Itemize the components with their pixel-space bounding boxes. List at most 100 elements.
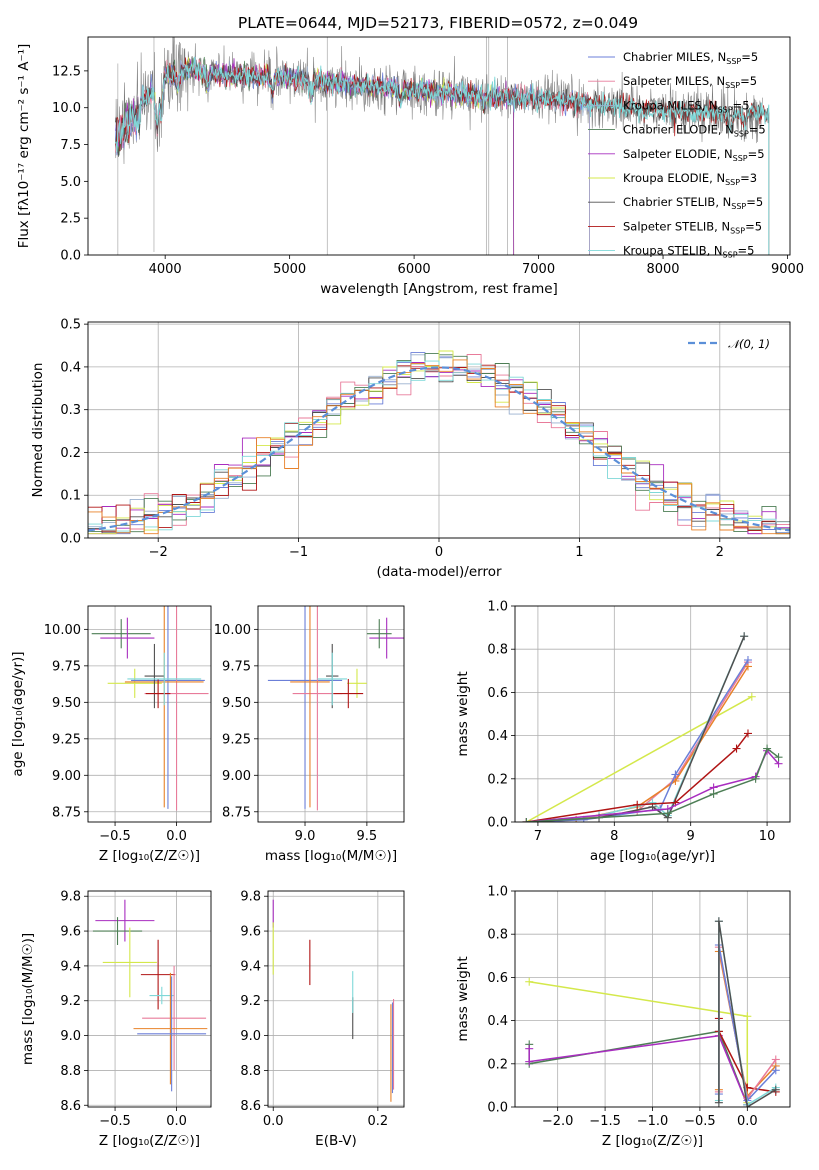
y-tick-label: 1.0 <box>487 885 508 900</box>
x-tick-label: 0.0 <box>166 1114 187 1129</box>
chart-age_vs_mass: 9.0 9.5 8.75 9.00 9.25 9.50 9.75 10.00 mass [log… <box>214 605 405 864</box>
y-tick-label: 12.5 <box>52 64 81 79</box>
chart-weight_vs_age: 7 8 9 10 0.0 0.2 0.4 0.6 0.8 1.0 age [log₁₀(age/yr… <box>455 600 791 864</box>
plot-area <box>267 606 404 811</box>
y-tick-label: 8.75 <box>52 805 81 820</box>
grid <box>515 605 790 823</box>
grid <box>268 891 404 1107</box>
legend-sub: SSP <box>730 226 745 235</box>
legend-eq: = <box>748 147 758 161</box>
legend-nssp: 5 <box>742 98 749 112</box>
y-axis-label: age [log₁₀(age/yr)] <box>10 651 26 776</box>
y-axis-label: Normed distribution <box>30 363 46 498</box>
plot-area <box>92 899 208 1092</box>
y-tick-label: 10.0 <box>52 101 81 116</box>
weight-series-line <box>528 1034 748 1106</box>
legend-eq: = <box>745 219 755 233</box>
x-tick-label: −1.5 <box>589 1114 621 1129</box>
y-tick-label: 9.25 <box>52 732 81 747</box>
y-tick-label: 9.2 <box>240 994 261 1009</box>
x-tick-label: 4000 <box>149 262 182 277</box>
axes-frame <box>267 890 405 1108</box>
y-tick-label: 10.00 <box>44 623 81 638</box>
x-tick-label: 6000 <box>398 262 431 277</box>
y-tick-label: 0.6 <box>487 971 508 986</box>
chart-mass_vs_EBV: 0.0 0.2 8.6 8.8 9.0 9.2 9.4 9.6 9.8 E(B-V) <box>240 890 405 1149</box>
x-axis-label: mass [log₁₀(M/M☉)] <box>265 848 397 864</box>
weight-series-line <box>526 659 749 822</box>
legend-nssp: 5 <box>755 219 762 233</box>
y-axis-label: Flux [fλ10⁻¹⁷ erg cm⁻² s⁻¹ A⁻¹] <box>16 44 32 249</box>
axes-frame <box>87 605 212 823</box>
legend-eq: = <box>749 123 759 137</box>
plot-area <box>88 350 790 535</box>
legend-nssp: 3 <box>750 171 757 185</box>
weight-series-line <box>526 747 779 822</box>
x-tick-label: 10 <box>759 829 776 844</box>
x-tick-label: −2.0 <box>542 1114 574 1129</box>
legend-sep: , N <box>709 171 725 185</box>
x-tick-label: 7 <box>534 829 542 844</box>
model-spectrum-line <box>115 61 770 255</box>
weight-series-line <box>526 749 780 822</box>
legend-entry: Kroupa MILES, NSSP=5 <box>623 98 750 114</box>
y-tick-label: 8.6 <box>60 1099 81 1114</box>
legend-name: Chabrier ELODIE <box>623 123 718 137</box>
legend-sub: SSP <box>725 178 740 187</box>
legend: 𝒩(0, 1) <box>688 337 770 351</box>
x-tick-label: 0 <box>435 545 443 560</box>
y-tick-label: 0.8 <box>487 643 508 658</box>
legend-nssp: 5 <box>757 147 764 161</box>
legend-eq: = <box>738 244 748 258</box>
legend-eq: = <box>740 74 750 88</box>
legend-sep: , N <box>715 195 731 209</box>
y-tick-label: 0.0 <box>487 1101 508 1116</box>
legend-eq: = <box>741 50 751 64</box>
x-tick-label: 0.0 <box>737 1114 758 1129</box>
legend-name: Kroupa MILES <box>623 98 702 112</box>
x-axis-label: Z [log₁₀(Z/Z☉)] <box>99 848 200 864</box>
x-tick-label: 9 <box>687 829 695 844</box>
legend-name: Salpeter MILES <box>623 74 709 88</box>
y-tick-label: 9.00 <box>222 769 251 784</box>
y-tick-label: 0.4 <box>487 1014 508 1029</box>
y-tick-label: 0.2 <box>60 446 81 461</box>
plot-area <box>525 917 780 1107</box>
y-tick-label: 9.75 <box>52 659 81 674</box>
x-axis-label: E(B-V) <box>315 1133 357 1149</box>
x-axis-label: age [log₁₀(age/yr)] <box>590 848 715 864</box>
y-tick-label: 9.75 <box>222 659 251 674</box>
y-tick-label: 0.2 <box>487 772 508 787</box>
y-tick-label: 1.0 <box>487 600 508 615</box>
x-tick-label: −0.5 <box>684 1114 716 1129</box>
gaussian-reference-curve <box>88 366 790 532</box>
weight-series-line <box>529 980 749 1103</box>
legend-entry: Chabrier STELIB, NSSP=5 <box>623 195 763 211</box>
grid <box>515 890 790 1108</box>
chart-weight_vs_Z: −2.0 −1.5 −1.0 −0.5 0.0 0.0 0.2 0.4 0.6 0.8 1.0 Z [… <box>455 885 791 1149</box>
x-tick-label: 0.0 <box>166 829 187 844</box>
y-tick-label: 0.4 <box>487 729 508 744</box>
legend-sub: SSP <box>723 251 738 260</box>
y-tick-label: 9.6 <box>60 925 81 940</box>
axes-frame <box>87 36 791 256</box>
legend-sep: , N <box>717 147 733 161</box>
y-tick-label: 0.6 <box>487 686 508 701</box>
chart-spectrum: 4000 5000 6000 7000 8000 9000 0.0 2.5 5.0 7.5 10.0… <box>16 36 804 297</box>
legend-sub: SSP <box>726 57 741 66</box>
legend-name: Salpeter ELODIE <box>623 147 717 161</box>
legend-eq: = <box>746 195 756 209</box>
y-tick-label: 0.0 <box>60 532 81 547</box>
legend-name: Chabrier STELIB <box>623 195 715 209</box>
x-tick-label: 5000 <box>273 262 306 277</box>
y-axis-label: mass [log₁₀(M/M☉)] <box>20 933 36 1065</box>
y-tick-label: 0.1 <box>60 489 81 504</box>
legend-name: Salpeter STELIB <box>623 219 714 233</box>
weight-series-line <box>528 1030 748 1106</box>
legend-eq: = <box>740 171 750 185</box>
weight-series-line <box>526 661 749 822</box>
legend-sep: , N <box>718 123 734 137</box>
legend-name: Kroupa ELODIE <box>623 171 709 185</box>
